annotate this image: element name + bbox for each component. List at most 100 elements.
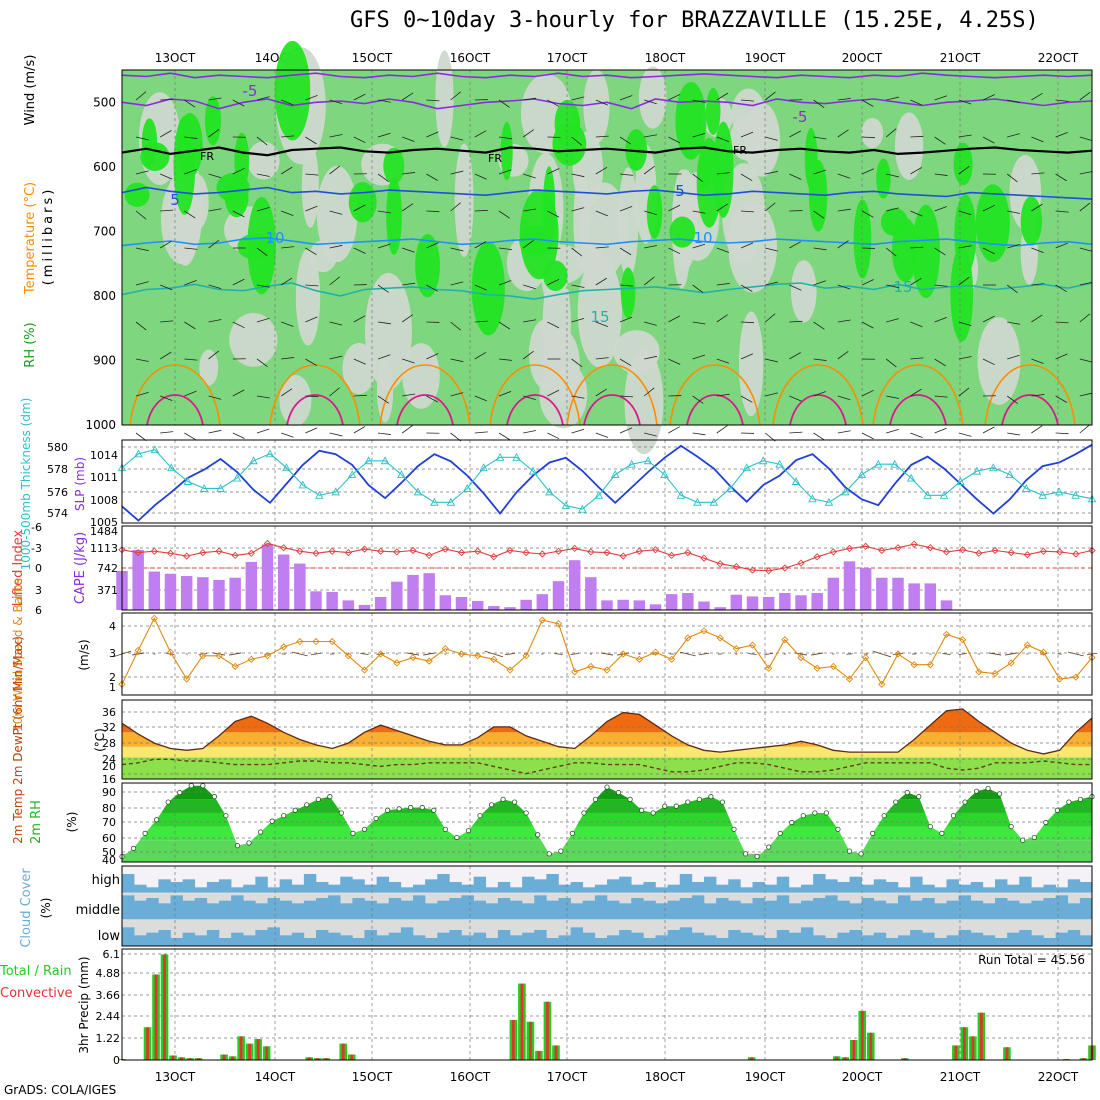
rh-marker: [454, 834, 460, 841]
rh-marker: [754, 853, 760, 860]
thickness-tick: 580: [47, 441, 68, 454]
slp-marker: [216, 483, 225, 492]
cloud-bar: [122, 895, 135, 920]
slp-marker: [512, 452, 521, 461]
top-date-label: 20OCT: [842, 51, 883, 65]
cloud-bar: [279, 900, 293, 920]
wind-barb: [159, 240, 172, 249]
cloud-bar: [340, 935, 353, 946]
wind-barb: [619, 358, 632, 367]
precip-tick: 0: [113, 1054, 120, 1067]
cloud-bar: [1031, 935, 1044, 946]
li-marker: [457, 548, 466, 557]
precip-conv-bar: [963, 1027, 966, 1060]
wind-barb: [748, 653, 757, 655]
cloud-bar: [631, 898, 644, 920]
thickness-tick: 578: [47, 463, 68, 476]
cape-bar: [892, 577, 904, 610]
wind-barb: [377, 354, 391, 360]
wind-barb: [353, 315, 366, 323]
wind-barb: [595, 210, 609, 217]
wind-barb: [861, 432, 874, 440]
wind-barb: [837, 351, 849, 360]
cloud-bar: [764, 938, 778, 946]
wind-barb: [716, 283, 730, 286]
temp-tick: 36: [102, 706, 116, 719]
rh-marker: [211, 794, 217, 800]
cloud-bar: [619, 876, 632, 893]
wind-marker: [975, 668, 983, 676]
rh-marker: [1020, 837, 1026, 843]
temp-band-cool: [122, 757, 1092, 779]
wind-barb: [789, 130, 802, 138]
wind-barb: [256, 317, 270, 323]
cloud-bar: [825, 879, 838, 893]
li-marker: [635, 547, 643, 555]
wind-barb: [232, 278, 245, 286]
wind-barb: [498, 280, 512, 286]
cloud-bar: [219, 879, 232, 893]
cloud-bar: [352, 938, 365, 946]
cape-bar: [358, 604, 371, 610]
wind-barb: [1007, 354, 1020, 360]
wind-barb: [1007, 321, 1021, 325]
cloud-bar: [388, 882, 402, 893]
rh-marker: [488, 802, 495, 808]
wind-barb: [861, 321, 874, 329]
top-date-label: 21OCT: [940, 51, 981, 65]
wind-barb: [1005, 652, 1018, 656]
wind-barb: [498, 432, 511, 441]
wind-barb: [256, 395, 270, 399]
slp-marker: [561, 501, 571, 510]
cloud-bar: [558, 935, 571, 946]
rh-patch-low: [577, 255, 622, 368]
slp-marker: [331, 487, 340, 496]
isotherm-25: [872, 364, 964, 426]
precip-tick: 1.22: [96, 1032, 121, 1045]
wind-barb: [789, 352, 801, 360]
cloud-bar: [898, 935, 911, 946]
rh-marker: [177, 789, 183, 796]
precip-conv-bar: [324, 1058, 328, 1060]
wind-barb: [523, 284, 536, 290]
wind-barb: [910, 135, 924, 138]
cloud-label: Cloud Cover: [19, 868, 34, 948]
precip-conv-bar: [980, 1012, 983, 1060]
rh-marker: [719, 799, 726, 805]
slp-marker: [627, 459, 636, 468]
rh-patch-high: [386, 176, 402, 255]
slp-label: SLP (mb): [73, 457, 87, 511]
wind-barb: [765, 281, 778, 286]
wind-barb: [595, 99, 608, 106]
wind-barb: [644, 321, 657, 326]
rh-marker: [442, 826, 448, 832]
wind-barb: [292, 651, 308, 657]
wind-barb: [160, 320, 174, 323]
li-marker: [1023, 551, 1031, 559]
wind-barb: [692, 284, 704, 293]
wind-barb: [523, 395, 536, 400]
precip-conv-bar: [520, 983, 524, 1060]
li-marker: [538, 550, 546, 558]
cloud-bar: [704, 876, 717, 893]
cloud-bar: [1043, 884, 1056, 893]
cloud-bar: [813, 898, 826, 920]
cloud-bar: [437, 932, 450, 946]
wind-marker: [603, 666, 611, 674]
wind-barb: [208, 239, 220, 249]
cloud-bar: [473, 876, 487, 893]
cloud-bar: [122, 874, 135, 893]
wind-barb: [353, 426, 366, 434]
upper-panel-label: RH (%): [23, 322, 38, 367]
rh-marker: [361, 826, 368, 832]
cloud-bar: [558, 898, 571, 920]
slp-tick: 1005: [90, 516, 118, 529]
wind-barb: [402, 136, 415, 142]
wind-marker: [910, 661, 918, 669]
li-marker: [845, 544, 854, 553]
wind-barb: [450, 358, 464, 363]
cloud-bar: [158, 879, 171, 893]
wind-barb: [256, 173, 270, 177]
rh-patch-high: [876, 158, 891, 199]
